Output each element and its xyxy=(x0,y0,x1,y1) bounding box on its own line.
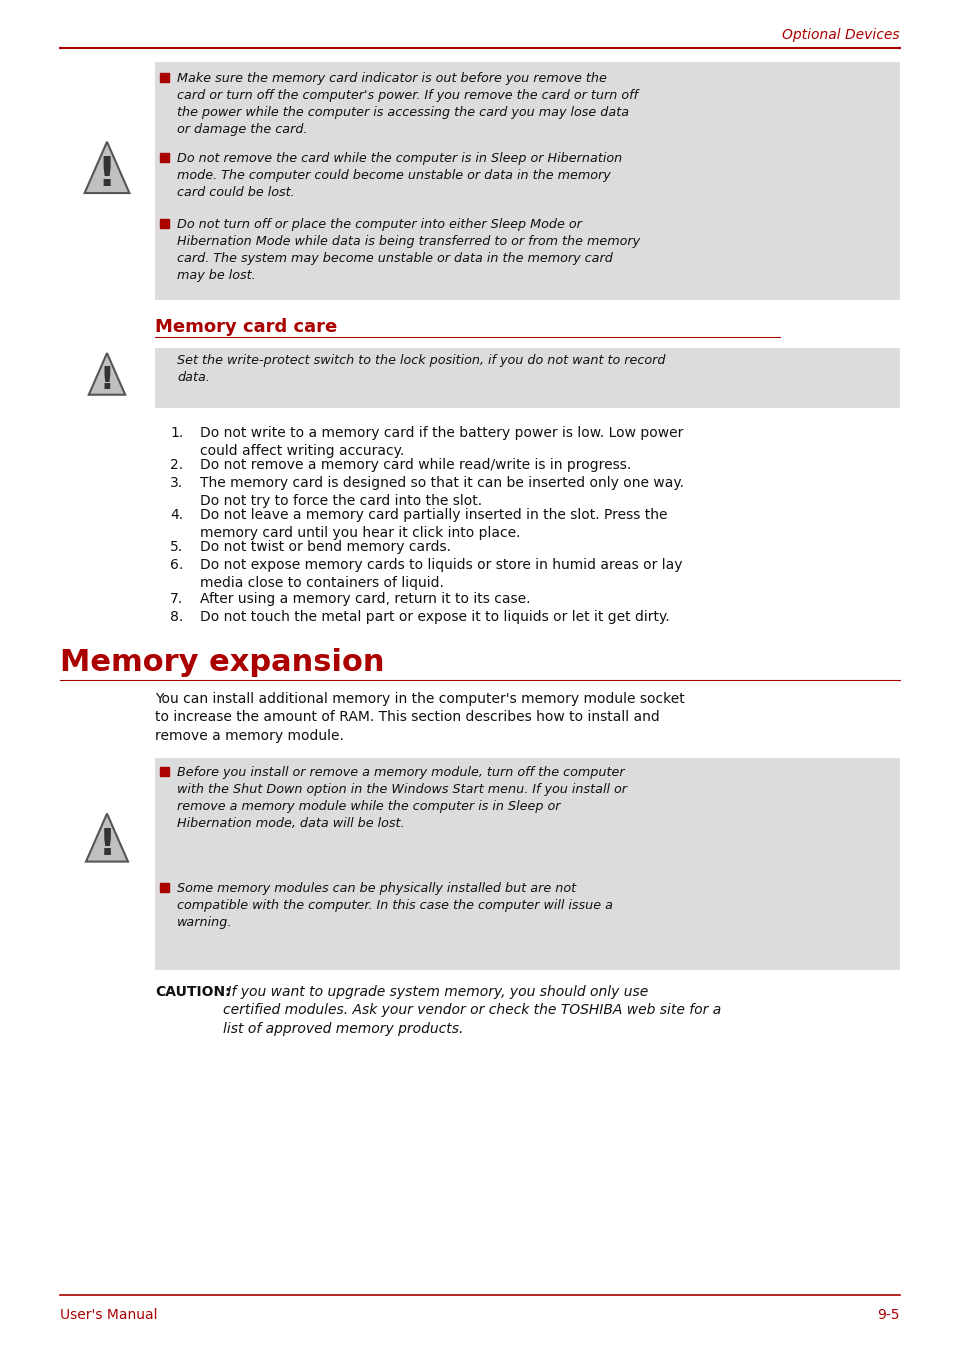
FancyBboxPatch shape xyxy=(154,62,899,300)
Text: 6.: 6. xyxy=(170,558,183,571)
Text: CAUTION:: CAUTION: xyxy=(154,985,231,998)
Text: 1.: 1. xyxy=(170,426,183,440)
FancyBboxPatch shape xyxy=(154,758,899,970)
Text: 7.: 7. xyxy=(170,592,183,607)
Bar xyxy=(160,767,169,775)
Bar xyxy=(160,884,169,892)
Text: Do not twist or bend memory cards.: Do not twist or bend memory cards. xyxy=(200,540,451,554)
Text: Before you install or remove a memory module, turn off the computer
with the Shu: Before you install or remove a memory mo… xyxy=(177,766,626,830)
Text: 9-5: 9-5 xyxy=(877,1308,899,1323)
Text: Do not write to a memory card if the battery power is low. Low power
could affec: Do not write to a memory card if the bat… xyxy=(200,426,682,458)
Bar xyxy=(160,153,169,162)
Text: Some memory modules can be physically installed but are not
compatible with the : Some memory modules can be physically in… xyxy=(177,882,613,929)
Text: Do not remove the card while the computer is in Sleep or Hibernation
mode. The c: Do not remove the card while the compute… xyxy=(177,153,621,199)
Text: !: ! xyxy=(99,365,114,396)
Text: 2.: 2. xyxy=(170,458,183,471)
Text: !: ! xyxy=(98,155,116,195)
Text: Optional Devices: Optional Devices xyxy=(781,28,899,42)
Text: !: ! xyxy=(98,827,115,863)
Text: If you want to upgrade system memory, you should only use
certified modules. Ask: If you want to upgrade system memory, yo… xyxy=(223,985,720,1036)
Text: Memory expansion: Memory expansion xyxy=(60,648,384,677)
Text: 3.: 3. xyxy=(170,476,183,490)
Text: Do not turn off or place the computer into either Sleep Mode or
Hibernation Mode: Do not turn off or place the computer in… xyxy=(177,218,639,282)
Polygon shape xyxy=(89,353,125,394)
Text: Do not leave a memory card partially inserted in the slot. Press the
memory card: Do not leave a memory card partially ins… xyxy=(200,508,667,540)
Text: Do not expose memory cards to liquids or store in humid areas or lay
media close: Do not expose memory cards to liquids or… xyxy=(200,558,681,590)
Text: Memory card care: Memory card care xyxy=(154,317,337,336)
Text: Make sure the memory card indicator is out before you remove the
card or turn of: Make sure the memory card indicator is o… xyxy=(177,72,638,136)
Text: 8.: 8. xyxy=(170,611,183,624)
Text: 4.: 4. xyxy=(170,508,183,521)
Text: The memory card is designed so that it can be inserted only one way.
Do not try : The memory card is designed so that it c… xyxy=(200,476,683,508)
Bar xyxy=(160,219,169,228)
Text: Do not touch the metal part or expose it to liquids or let it get dirty.: Do not touch the metal part or expose it… xyxy=(200,611,669,624)
Polygon shape xyxy=(86,813,128,862)
Text: User's Manual: User's Manual xyxy=(60,1308,157,1323)
Text: You can install additional memory in the computer's memory module socket
to incr: You can install additional memory in the… xyxy=(154,692,684,743)
FancyBboxPatch shape xyxy=(154,349,899,408)
Text: Do not remove a memory card while read/write is in progress.: Do not remove a memory card while read/w… xyxy=(200,458,631,471)
Polygon shape xyxy=(85,142,130,193)
Text: After using a memory card, return it to its case.: After using a memory card, return it to … xyxy=(200,592,530,607)
Text: 5.: 5. xyxy=(170,540,183,554)
Bar xyxy=(160,73,169,82)
Text: Set the write-protect switch to the lock position, if you do not want to record
: Set the write-protect switch to the lock… xyxy=(177,354,665,384)
